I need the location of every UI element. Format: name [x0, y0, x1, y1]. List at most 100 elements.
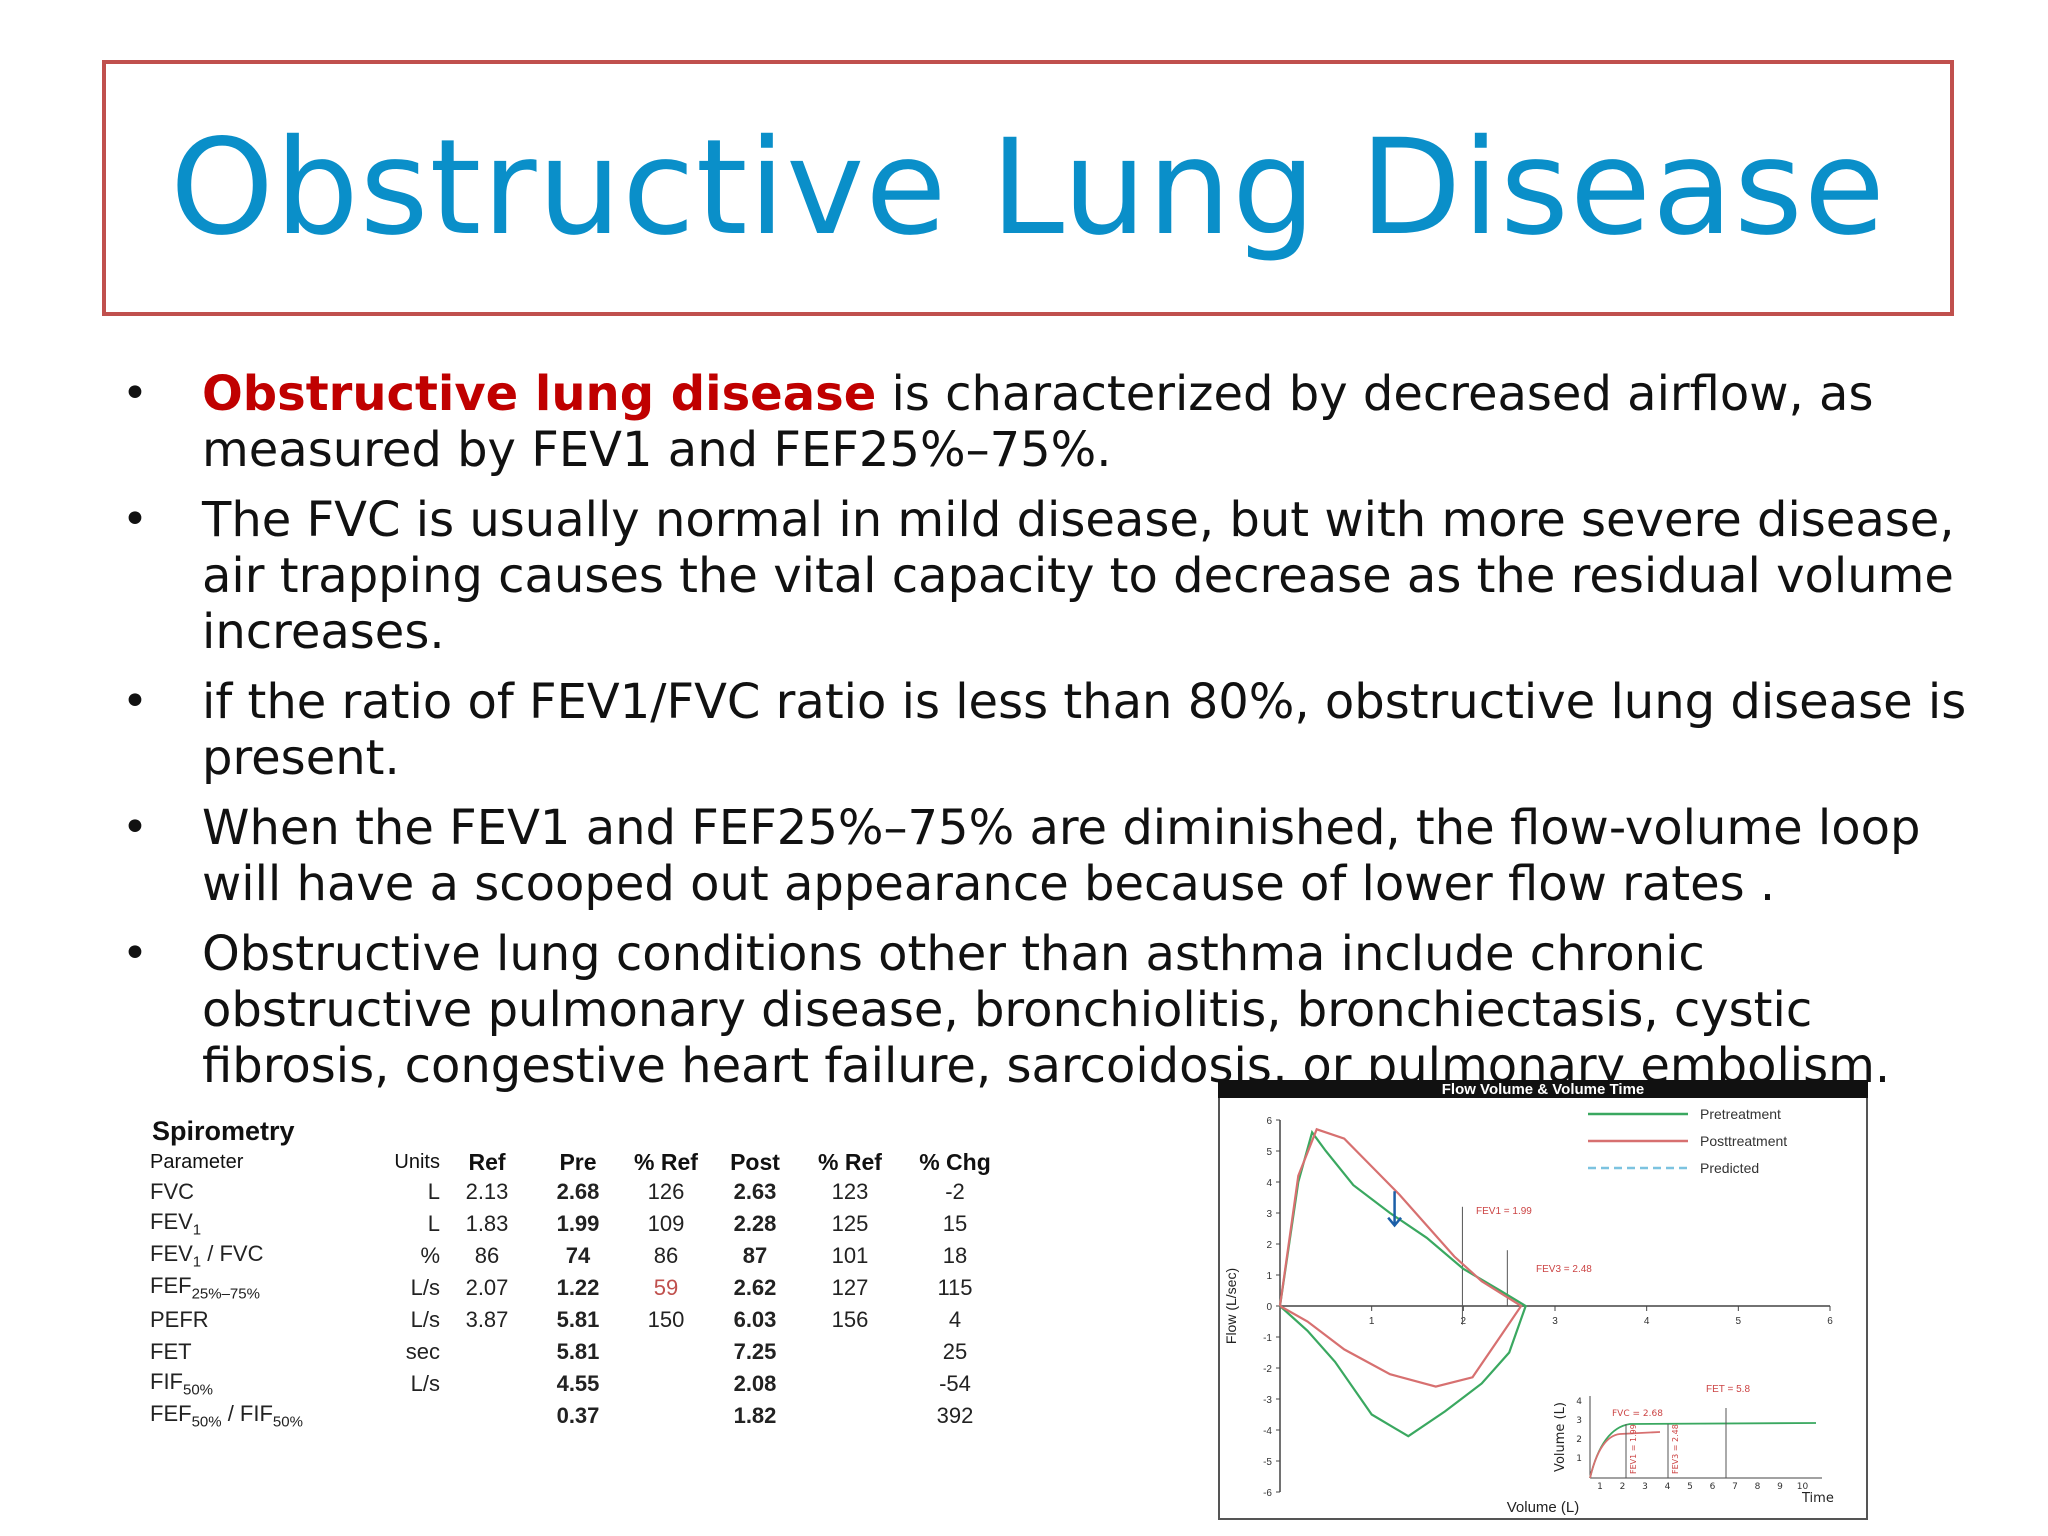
- pre-cell: 0.37: [556, 1403, 600, 1428]
- y-tick-label: 6: [1266, 1116, 1272, 1127]
- inset-x-tick-label: 5: [1687, 1482, 1693, 1492]
- postref-cell: 156: [831, 1307, 869, 1332]
- post-cell: 2.63: [733, 1179, 777, 1204]
- y-tick-label: -3: [1263, 1395, 1272, 1406]
- spirometry-table-body: FVC L 2.13 2.68 126 2.63 123 -2 FEV1 L 1.83 1.99 109…: [150, 1176, 1010, 1432]
- bullet-item: When the FEV1 and FEF25%–75% are diminis…: [120, 800, 1980, 912]
- param-cell: FET: [150, 1336, 360, 1368]
- table-row: FEF50% / FIF50% 0.37 1.82 392: [150, 1400, 1010, 1432]
- param-subscript-2: 50%: [272, 1413, 303, 1431]
- y-tick-label: 1: [1266, 1271, 1272, 1282]
- annotation-label: FEV1 = 1.99: [1476, 1206, 1532, 1217]
- x-tick-label: 3: [1552, 1316, 1558, 1327]
- bullet-text: if the ratio of FEV1/FVC ratio is less t…: [202, 674, 1967, 786]
- bullet-list: Obstructive lung disease is characterize…: [120, 366, 1980, 1108]
- inset-y-tick-label: 4: [1576, 1397, 1582, 1407]
- ref-cell: 2.13: [465, 1179, 509, 1204]
- col-header: Parameter: [150, 1150, 244, 1173]
- param-subscript: 25%–75%: [191, 1285, 260, 1303]
- postref-cell: 125: [831, 1211, 869, 1236]
- post-cell: 2.28: [733, 1211, 777, 1236]
- bullet-item: if the ratio of FEV1/FVC ratio is less t…: [120, 674, 1980, 786]
- inset-y-axis-label: Volume (L): [1553, 1402, 1568, 1472]
- inset-label: FEV3 = 2.48: [1671, 1424, 1680, 1474]
- legend-label: Predicted: [1700, 1160, 1759, 1176]
- param-cell: FIF50%: [150, 1368, 360, 1400]
- slide-title: Obstructive Lung Disease: [170, 111, 1886, 265]
- param-cell: FVC: [150, 1176, 360, 1208]
- units-cell: %: [420, 1243, 440, 1268]
- param-name: FET: [150, 1339, 192, 1364]
- bullet-text: When the FEV1 and FEF25%–75% are diminis…: [202, 800, 1921, 912]
- post-cell: 7.25: [733, 1339, 777, 1364]
- ref-cell: 1.83: [465, 1211, 509, 1236]
- col-header: Post: [730, 1148, 780, 1175]
- inset-x-axis-label: Time: [1801, 1491, 1834, 1506]
- inset-x-tick-label: 3: [1642, 1482, 1648, 1492]
- param-cell: FEV1: [150, 1208, 360, 1240]
- y-tick-label: -5: [1263, 1457, 1272, 1468]
- annotation-label: FEV3 = 2.48: [1536, 1264, 1592, 1275]
- title-box: Obstructive Lung Disease: [102, 60, 1954, 316]
- param-name: PEFR: [150, 1307, 209, 1332]
- ref-cell: [440, 1368, 534, 1400]
- param-name-2: / FVC: [201, 1241, 264, 1267]
- pre-cell: 4.55: [556, 1371, 600, 1396]
- spirometry-table-panel: Spirometry Parameter Units Ref Pre % Ref…: [150, 1116, 1060, 1446]
- post-cell: 2.08: [733, 1371, 777, 1396]
- legend-label: Posttreatment: [1700, 1133, 1787, 1149]
- y-tick-label: 0: [1266, 1302, 1272, 1313]
- col-header: % Ref: [634, 1148, 698, 1175]
- param-subscript: 50%: [183, 1381, 214, 1399]
- col-header: Pre: [559, 1148, 597, 1175]
- arrow-icon: [1387, 1191, 1402, 1228]
- param-name-2: / FIF: [221, 1401, 273, 1427]
- series-line-pretreatment: [1278, 1129, 1528, 1438]
- x-tick-label: 6: [1827, 1316, 1833, 1327]
- pref-cell: 150: [647, 1307, 685, 1332]
- bullet-item: Obstructive lung disease is characterize…: [120, 366, 1980, 478]
- inset-posttreatment-line: [1589, 1431, 1661, 1479]
- y-tick-label: -6: [1263, 1488, 1272, 1499]
- annotation-label: FET = 5.8: [1706, 1384, 1750, 1395]
- table-row: FEV1 L 1.83 1.99 109 2.28 125 15: [150, 1208, 1010, 1240]
- postref-cell: 101: [831, 1243, 869, 1268]
- inset-label: FEV1 = 1.99: [1629, 1424, 1638, 1474]
- inset-y-tick-label: 2: [1576, 1435, 1582, 1445]
- table-row: FEF25%–75% L/s 2.07 1.22 59 2.62 127 115: [150, 1272, 1010, 1304]
- chart-annotations: FEV1 = 1.99 FEV3 = 2.48 FET = 5.8: [1476, 1206, 1750, 1395]
- y-tick-label: -1: [1263, 1333, 1272, 1344]
- legend-label: Pretreatment: [1700, 1106, 1781, 1122]
- units-cell: L/s: [410, 1371, 440, 1396]
- param-name: FEF: [150, 1401, 192, 1427]
- inset-x-tick-label: 2: [1620, 1482, 1626, 1492]
- param-name: FEV: [150, 1209, 193, 1235]
- pref-cell: [622, 1400, 710, 1432]
- table-row: PEFR L/s 3.87 5.81 150 6.03 156 4: [150, 1304, 1010, 1336]
- param-cell: PEFR: [150, 1304, 360, 1336]
- bullet-text: Obstructive lung conditions other than a…: [202, 926, 1891, 1094]
- volume-time-inset: 4 3 2 1 1 2 3 4 5 6 7 8 9 10 Volume (L) Time FVC = 2.68 F…: [1553, 1396, 1834, 1506]
- col-header: % Ref: [818, 1148, 882, 1175]
- bullet-highlight: Obstructive lung disease: [202, 366, 877, 422]
- table-row: FET sec 5.81 7.25 25: [150, 1336, 1010, 1368]
- chg-cell: 115: [937, 1275, 973, 1300]
- spirometry-heading: Spirometry: [152, 1116, 295, 1146]
- chart-series: [1278, 1127, 1528, 1438]
- chg-cell: 25: [942, 1339, 968, 1364]
- table-row: FEV1 / FVC% 86 74 86 87 101 18: [150, 1240, 1010, 1272]
- param-name: FEF: [150, 1273, 192, 1299]
- pre-cell: 5.81: [556, 1339, 600, 1364]
- y-tick-label: 2: [1266, 1240, 1272, 1251]
- chg-cell: 4: [948, 1307, 962, 1332]
- chg-cell: -54: [939, 1371, 971, 1396]
- param-name: FEV: [150, 1241, 193, 1267]
- pref-cell: [622, 1336, 710, 1368]
- units-cell: sec: [405, 1339, 440, 1364]
- param-cell: FEF25%–75%: [150, 1272, 360, 1304]
- x-tick-label: 5: [1736, 1316, 1742, 1327]
- inset-x-tick-label: 9: [1777, 1482, 1783, 1492]
- inset-x-tick-label: 7: [1732, 1482, 1738, 1492]
- y-tick-label: 3: [1266, 1209, 1272, 1220]
- units-cell: L: [427, 1179, 440, 1204]
